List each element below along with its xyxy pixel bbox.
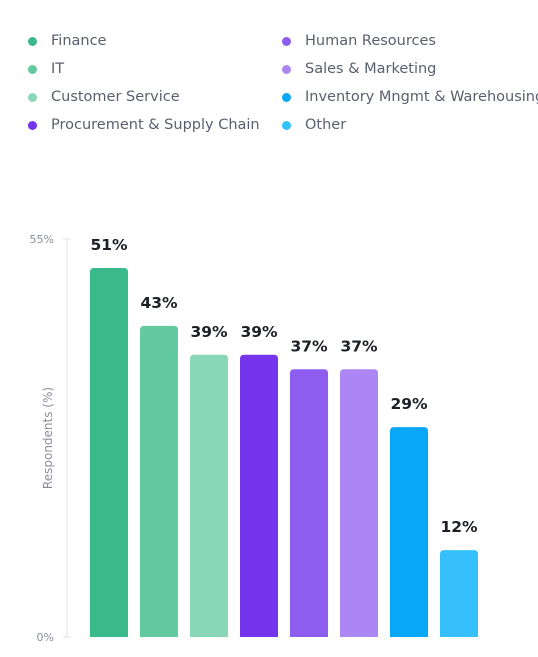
bar [290, 369, 328, 637]
bar [140, 325, 178, 637]
legend-label: Procurement & Supply Chain [51, 117, 260, 133]
legend-item-inventory: Inventory Mngmt & Warehousing [282, 87, 538, 107]
legend-swatch [28, 36, 37, 46]
bar [340, 369, 378, 637]
legend-swatch [28, 64, 37, 74]
bars [90, 267, 478, 637]
legend-label: IT [51, 61, 65, 77]
bar [90, 267, 128, 637]
bar [390, 427, 428, 637]
legend-item-human-resources: Human Resources [282, 31, 436, 51]
legend-swatch [282, 92, 291, 102]
legend-label: Human Resources [305, 33, 436, 49]
y-axis-title: Respondents (%) [41, 387, 55, 489]
legend-swatch [282, 64, 291, 74]
bar [240, 354, 278, 637]
data-label: 12% [440, 518, 478, 536]
data-label: 37% [340, 337, 378, 355]
y-axis-ticks: 55% 0% [30, 233, 71, 644]
legend-label: Sales & Marketing [305, 61, 437, 77]
y-tick-label: 0% [37, 631, 54, 644]
legend-label: Other [305, 117, 347, 133]
legend-label: Finance [51, 33, 107, 49]
legend: Finance IT Customer Service Procurement … [0, 0, 538, 150]
legend-item-procurement: Procurement & Supply Chain [28, 115, 260, 135]
bar [190, 354, 228, 637]
legend-swatch [282, 120, 291, 130]
bar [440, 550, 478, 637]
legend-item-finance: Finance [28, 31, 106, 51]
legend-swatch [282, 36, 291, 46]
legend-label: Inventory Mngmt & Warehousing [305, 89, 538, 105]
legend-swatch [28, 120, 37, 130]
data-label: 51% [90, 236, 128, 254]
legend-item-it: IT [28, 59, 64, 79]
legend-item-other: Other [282, 115, 346, 135]
legend-swatch [28, 92, 37, 102]
data-labels: 51% 43% 39% 39% 37% 37% 29% 12% [90, 236, 478, 536]
legend-item-customer-service: Customer Service [28, 87, 180, 107]
data-label: 37% [290, 337, 328, 355]
legend-label: Customer Service [51, 89, 180, 105]
y-tick-label: 55% [30, 233, 54, 246]
data-label: 29% [390, 395, 428, 413]
legend-item-sales-marketing: Sales & Marketing [282, 59, 436, 79]
data-label: 39% [190, 323, 228, 341]
data-label: 43% [140, 294, 178, 312]
data-label: 39% [240, 323, 278, 341]
